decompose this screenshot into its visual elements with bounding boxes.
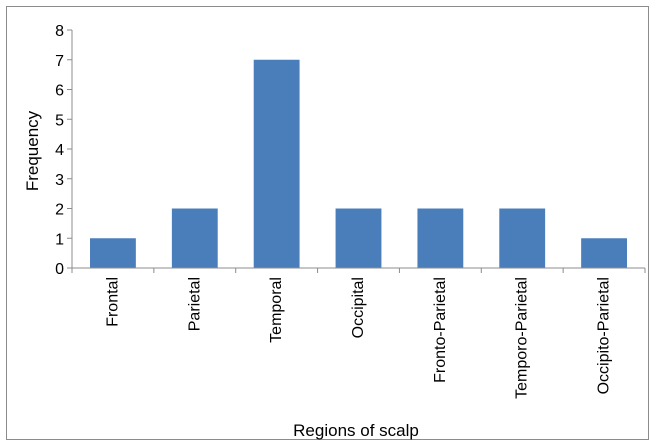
y-tick-label: 4 <box>55 142 64 159</box>
y-tick-label: 5 <box>55 112 64 129</box>
x-tick-label-occipito-parietal: Occipito-Parietal <box>596 277 613 394</box>
bar-occipital <box>335 208 382 268</box>
y-tick-label: 6 <box>55 83 64 100</box>
y-tick-label: 3 <box>55 172 64 189</box>
bar-occipito-parietal <box>581 238 627 268</box>
bar-temporo-parietal <box>499 208 546 268</box>
y-tick-label: 2 <box>55 202 64 219</box>
x-tick-label-occipital: Occipital <box>350 277 367 338</box>
x-axis-title: Regions of scalp <box>293 421 419 440</box>
x-tick-label-temporo-parietal: Temporo-Parietal <box>514 277 531 399</box>
bars-group <box>90 59 627 268</box>
y-tick-labels: 0 1 2 3 4 5 6 7 8 <box>55 23 64 278</box>
y-tick-label: 0 <box>55 261 64 278</box>
y-tick-label: 1 <box>55 231 64 248</box>
y-axis-title: Frequency <box>23 110 42 191</box>
x-tick-label-parietal: Parietal <box>186 277 203 331</box>
x-tick-labels: Frontal Parietal Temporal Occipital Fronto-P… <box>104 277 612 399</box>
x-tick-label-temporal: Temporal <box>268 277 285 343</box>
y-tick-label: 7 <box>55 53 64 70</box>
y-tick-label: 8 <box>55 23 64 40</box>
bar-temporal <box>253 59 300 268</box>
x-tick-label-fronto-parietal: Fronto-Parietal <box>432 277 449 383</box>
bar-fronto-parietal <box>417 208 464 268</box>
bar-parietal <box>171 208 218 268</box>
x-tick-label-frontal: Frontal <box>104 277 121 327</box>
axes-group <box>67 29 646 273</box>
bar-frontal <box>90 238 136 268</box>
